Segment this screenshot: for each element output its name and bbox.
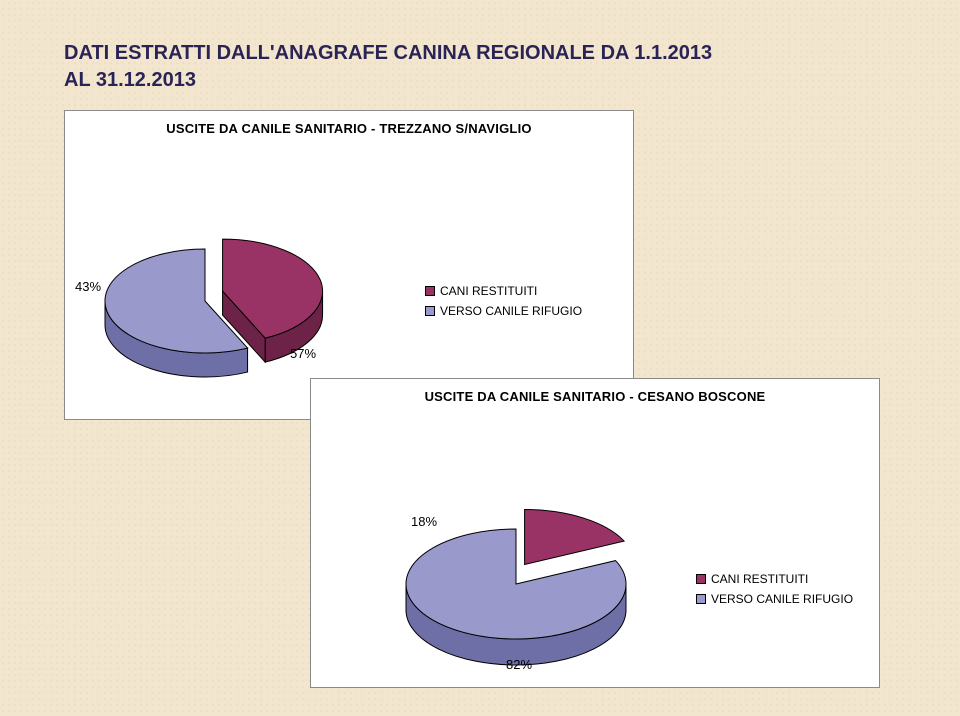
legend-swatch (696, 594, 706, 604)
pct-label: 82% (506, 657, 532, 672)
legend-swatch (425, 286, 435, 296)
legend-text: CANI RESTITUITI (711, 569, 808, 589)
title-line-1: DATI ESTRATTI DALL'ANAGRAFE CANINA REGIO… (64, 42, 712, 64)
legend-trezzano: CANI RESTITUITIVERSO CANILE RIFUGIO (425, 281, 582, 321)
legend-item: VERSO CANILE RIFUGIO (425, 301, 582, 321)
legend-item: CANI RESTITUITI (425, 281, 582, 301)
title-line-2: AL 31.12.2013 (64, 69, 196, 91)
legend-text: CANI RESTITUITI (440, 281, 537, 301)
page-title: DATI ESTRATTI DALL'ANAGRAFE CANINA REGIO… (64, 40, 764, 94)
legend-text: VERSO CANILE RIFUGIO (711, 589, 853, 609)
legend-swatch (696, 574, 706, 584)
legend-text: VERSO CANILE RIFUGIO (440, 301, 582, 321)
legend-item: VERSO CANILE RIFUGIO (696, 589, 853, 609)
pct-label: 18% (411, 514, 437, 529)
chart-panel-trezzano: USCITE DA CANILE SANITARIO - TREZZANO S/… (64, 110, 634, 420)
legend-cesano: CANI RESTITUITIVERSO CANILE RIFUGIO (696, 569, 853, 609)
chart-panel-cesano: USCITE DA CANILE SANITARIO - CESANO BOSC… (310, 378, 880, 688)
legend-item: CANI RESTITUITI (696, 569, 853, 589)
pct-label: 57% (290, 346, 316, 361)
pct-label: 43% (75, 279, 101, 294)
legend-swatch (425, 306, 435, 316)
